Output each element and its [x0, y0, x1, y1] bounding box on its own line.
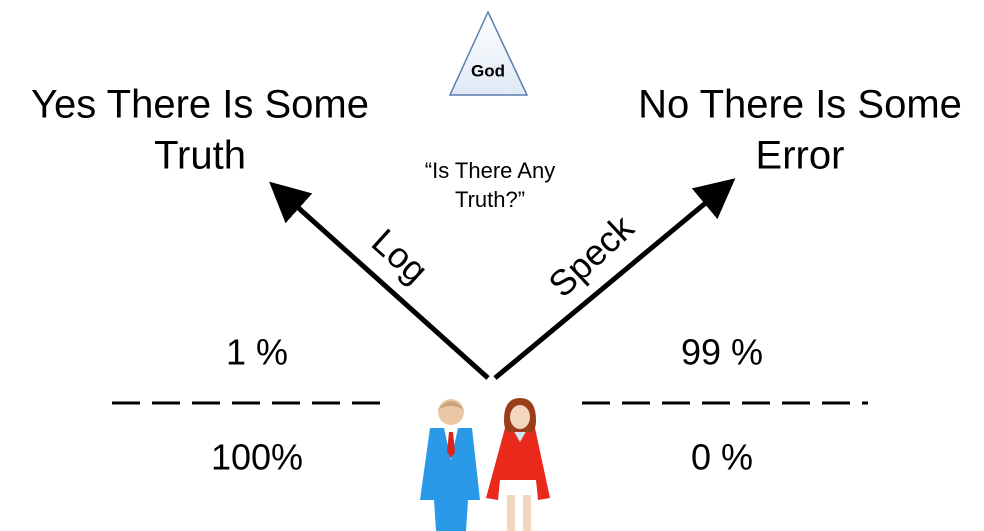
diagram: God Yes There Is Some Truth No There Is …: [0, 0, 984, 531]
right-bottom-percent: 0 %: [691, 437, 753, 478]
right-answer-line: Error: [756, 134, 845, 178]
left-top-percent: 1 %: [226, 332, 288, 373]
right-answer-line: No There Is Some: [638, 83, 962, 127]
left-answer-line: Yes There Is Some: [31, 83, 369, 127]
left-arrow-label: Log: [364, 220, 436, 291]
god-label: God: [471, 61, 505, 80]
right-arrow-label: Speck: [540, 206, 642, 305]
left-answer-line: Truth: [154, 134, 246, 178]
right-top-percent: 99 %: [681, 332, 763, 373]
page: God Yes There Is Some Truth No There Is …: [0, 0, 984, 531]
woman-figure: [486, 398, 550, 531]
left-arrow: [284, 195, 488, 378]
question-line: “Is There Any: [425, 158, 555, 183]
question-line: Truth?”: [455, 187, 525, 212]
left-bottom-percent: 100%: [211, 437, 303, 478]
man-figure: [420, 399, 480, 531]
god-triangle: [450, 12, 527, 95]
